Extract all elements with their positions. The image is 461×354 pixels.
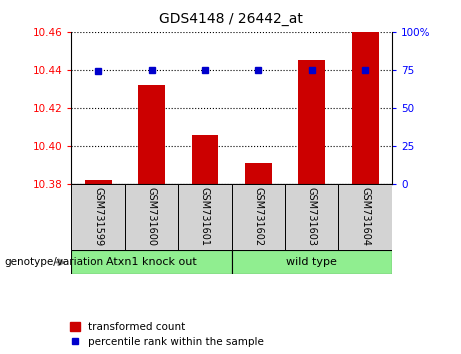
Bar (138, 85, 165, 184)
Bar (285, 184, 338, 250)
Text: Atxn1 knock out: Atxn1 knock out (106, 257, 197, 267)
Bar (231, 184, 285, 250)
Text: genotype/variation: genotype/variation (5, 257, 104, 267)
Bar (192, 135, 219, 184)
Text: GSM731600: GSM731600 (147, 187, 157, 246)
Bar (85, 180, 112, 184)
Bar (178, 184, 231, 250)
Bar (71, 250, 231, 274)
Bar (71, 184, 125, 250)
Text: GSM731601: GSM731601 (200, 187, 210, 246)
Legend: transformed count, percentile rank within the sample: transformed count, percentile rank withi… (70, 322, 264, 347)
Bar (245, 163, 272, 184)
Bar (298, 61, 325, 184)
Bar (231, 250, 392, 274)
Text: GSM731599: GSM731599 (93, 187, 103, 246)
Text: wild type: wild type (286, 257, 337, 267)
Bar (125, 184, 178, 250)
Bar (338, 184, 392, 250)
Text: GSM731604: GSM731604 (360, 187, 370, 246)
Text: GSM731603: GSM731603 (307, 187, 317, 246)
Text: GDS4148 / 26442_at: GDS4148 / 26442_at (159, 12, 302, 27)
Text: GSM731602: GSM731602 (254, 187, 263, 246)
Bar (352, 32, 378, 184)
